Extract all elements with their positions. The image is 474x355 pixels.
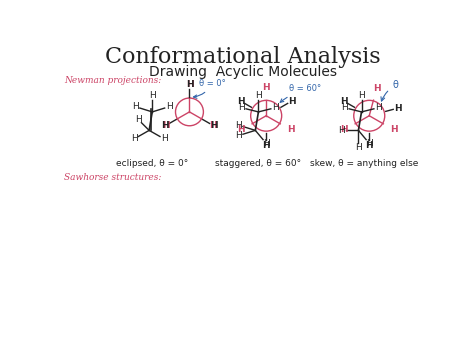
Text: H: H	[263, 141, 270, 149]
Text: H: H	[341, 103, 348, 112]
Text: H: H	[166, 102, 173, 111]
Text: H: H	[340, 97, 347, 106]
Text: H: H	[131, 134, 137, 143]
Text: H: H	[365, 141, 373, 149]
Text: H: H	[390, 126, 398, 135]
Text: H: H	[338, 126, 345, 135]
Text: H: H	[366, 139, 373, 148]
Text: H: H	[272, 103, 279, 112]
Text: H: H	[238, 103, 245, 112]
Text: eclipsed, θ = 0°: eclipsed, θ = 0°	[116, 159, 188, 168]
Text: H: H	[263, 83, 270, 92]
Text: H: H	[235, 121, 242, 130]
Text: H: H	[375, 103, 382, 112]
Text: H: H	[255, 91, 262, 100]
Text: staggered, θ = 60°: staggered, θ = 60°	[215, 159, 301, 168]
Text: H: H	[263, 139, 269, 148]
Text: H: H	[355, 143, 362, 152]
Text: H: H	[237, 97, 245, 106]
Text: H: H	[288, 97, 295, 106]
Text: θ: θ	[381, 80, 398, 101]
Text: Newman projections:: Newman projections:	[64, 76, 161, 85]
Text: θ = 0°: θ = 0°	[193, 79, 226, 98]
Text: Drawing  Acyclic Molecules: Drawing Acyclic Molecules	[149, 65, 337, 79]
Text: H: H	[186, 81, 193, 89]
Text: H: H	[287, 126, 295, 135]
Text: H: H	[235, 131, 242, 140]
Text: H: H	[186, 80, 193, 89]
Text: H: H	[132, 102, 139, 111]
Text: H: H	[358, 91, 365, 100]
Text: H: H	[162, 121, 169, 130]
Text: H: H	[162, 121, 170, 130]
Text: H: H	[373, 84, 381, 93]
Text: θ = 60°: θ = 60°	[280, 84, 321, 102]
Text: H: H	[135, 115, 141, 124]
Text: H: H	[209, 121, 217, 130]
Text: H: H	[341, 126, 348, 135]
Text: H: H	[161, 134, 167, 143]
Text: H: H	[237, 126, 245, 135]
Text: H: H	[149, 91, 155, 100]
Text: Sawhorse structures:: Sawhorse structures:	[64, 174, 161, 182]
Text: skew, θ = anything else: skew, θ = anything else	[310, 159, 418, 168]
Text: H: H	[394, 104, 401, 113]
Text: H: H	[210, 121, 218, 130]
Text: Conformational Analysis: Conformational Analysis	[105, 47, 381, 69]
